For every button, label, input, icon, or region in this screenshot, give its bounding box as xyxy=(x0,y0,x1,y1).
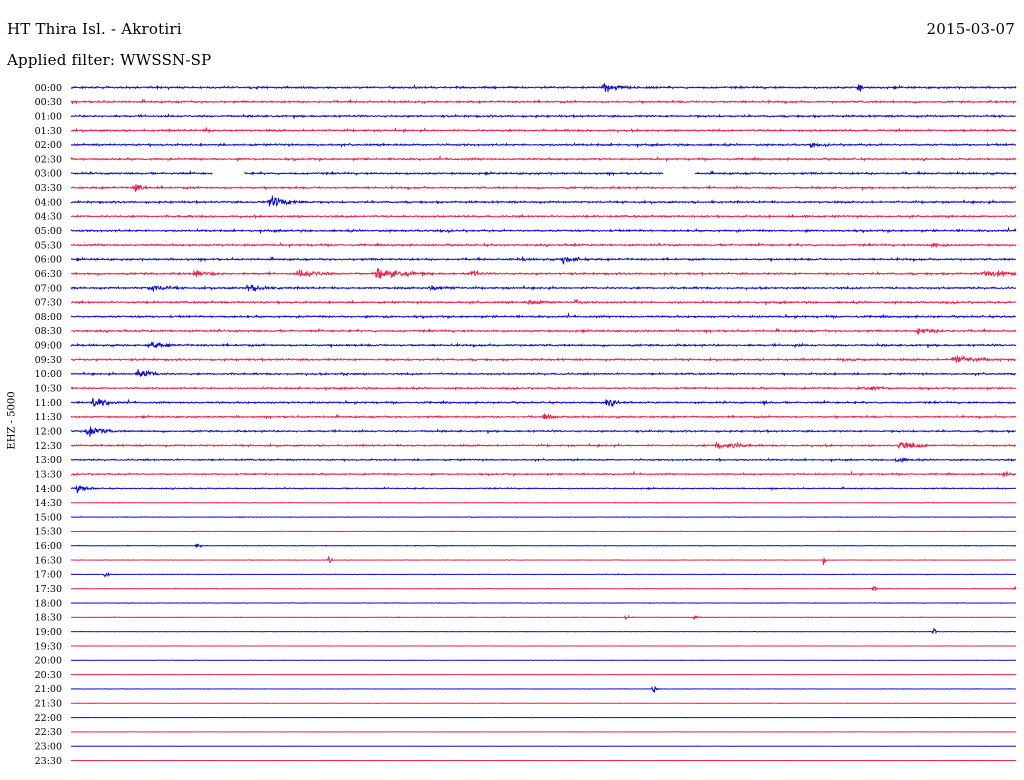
trace-line xyxy=(70,555,1017,566)
row-time-label: 07:00 xyxy=(35,283,62,294)
row-time-label: 10:00 xyxy=(35,369,62,380)
row-time-label: 13:00 xyxy=(35,455,62,466)
row-time-label: 21:30 xyxy=(35,699,62,710)
trace-line xyxy=(70,98,1017,105)
row-time-label: 21:00 xyxy=(35,684,62,695)
trace-line xyxy=(70,83,1017,93)
trace-line xyxy=(70,441,1017,450)
row-time-label: 00:00 xyxy=(35,83,62,94)
row-time-label: 12:30 xyxy=(35,441,62,452)
trace-line xyxy=(70,341,1017,349)
trace-line xyxy=(70,530,1017,533)
row-time-label: 12:00 xyxy=(35,426,62,437)
row-time-label: 05:00 xyxy=(35,226,62,237)
trace-line xyxy=(70,543,1017,549)
row-time-label: 14:30 xyxy=(35,498,62,509)
trace-line xyxy=(70,571,1017,579)
row-time-label: 18:00 xyxy=(35,598,62,609)
row-time-label: 16:30 xyxy=(35,555,62,566)
row-time-label: 13:30 xyxy=(35,469,62,480)
row-time-label: 17:00 xyxy=(35,570,62,581)
row-time-label: 15:00 xyxy=(35,512,62,523)
row-time-label: 11:30 xyxy=(35,412,62,423)
row-time-label: 20:30 xyxy=(35,670,62,681)
row-time-label: 17:30 xyxy=(35,584,62,595)
row-time-label: 00:30 xyxy=(35,97,62,108)
trace-line xyxy=(70,456,1017,464)
trace-line xyxy=(70,659,1017,662)
trace-line xyxy=(70,226,1017,234)
row-time-label: 20:00 xyxy=(35,656,62,667)
trace-line xyxy=(70,426,1017,437)
trace-line xyxy=(70,516,1017,519)
row-time-label: 02:00 xyxy=(35,140,62,151)
row-time-label: 01:00 xyxy=(35,111,62,122)
row-time-label: 10:30 xyxy=(35,384,62,395)
trace-line xyxy=(70,626,1017,635)
row-time-label: 18:30 xyxy=(35,613,62,624)
trace-line xyxy=(70,645,1017,647)
row-time-label: 22:00 xyxy=(35,713,62,724)
trace-line xyxy=(70,385,1017,392)
trace-line xyxy=(70,413,1017,420)
row-time-label: 03:00 xyxy=(35,169,62,180)
row-time-label: 09:00 xyxy=(35,341,62,352)
trace-line xyxy=(70,501,1017,504)
filter-label: Applied filter: WWSSN-SP xyxy=(7,51,212,69)
trace-line xyxy=(70,585,1017,592)
trace-line xyxy=(70,397,1017,408)
row-time-label: 14:00 xyxy=(35,484,62,495)
trace-line xyxy=(70,327,1017,336)
trace-line xyxy=(70,673,1017,676)
trace-line xyxy=(70,283,1017,293)
trace-line xyxy=(70,702,1017,705)
date-label: 2015-03-07 xyxy=(926,20,1015,38)
trace-line xyxy=(70,614,1017,621)
row-time-label: 07:30 xyxy=(35,298,62,309)
station-title: HT Thira Isl. - Akrotiri xyxy=(7,20,182,38)
trace-line xyxy=(70,354,1017,364)
row-time-label: 05:30 xyxy=(35,240,62,251)
row-time-label: 04:30 xyxy=(35,212,62,223)
trace-line xyxy=(70,241,1017,249)
trace-line xyxy=(70,470,1017,478)
row-time-label: 23:30 xyxy=(35,756,62,767)
trace-line xyxy=(70,213,1017,220)
trace-line xyxy=(70,142,1017,149)
trace-line xyxy=(70,169,1017,177)
row-time-label: 11:00 xyxy=(35,398,62,409)
trace-line xyxy=(70,268,1017,279)
trace-line xyxy=(70,685,1017,693)
trace-line xyxy=(70,127,1017,134)
trace-line xyxy=(70,298,1017,306)
trace-line xyxy=(70,154,1017,163)
trace-line xyxy=(70,369,1017,377)
row-time-label: 22:30 xyxy=(35,727,62,738)
trace-line xyxy=(70,184,1017,192)
trace-line xyxy=(70,484,1017,494)
row-time-label: 06:30 xyxy=(35,269,62,280)
row-time-label: 06:00 xyxy=(35,255,62,266)
trace-line xyxy=(70,602,1017,605)
row-time-label: 16:00 xyxy=(35,541,62,552)
trace-line xyxy=(70,312,1017,320)
row-time-label: 08:30 xyxy=(35,326,62,337)
row-time-label: 03:30 xyxy=(35,183,62,194)
row-time-label: 15:30 xyxy=(35,527,62,538)
row-time-label: 09:30 xyxy=(35,355,62,366)
row-time-label: 08:00 xyxy=(35,312,62,323)
row-time-label: 02:30 xyxy=(35,154,62,165)
row-time-label: 19:00 xyxy=(35,627,62,638)
row-time-label: 04:00 xyxy=(35,197,62,208)
row-time-label: 23:00 xyxy=(35,742,62,753)
row-time-label: 01:30 xyxy=(35,126,62,137)
row-time-label: 19:30 xyxy=(35,641,62,652)
trace-line xyxy=(70,113,1017,120)
trace-line xyxy=(70,195,1017,207)
trace-line xyxy=(70,255,1017,265)
